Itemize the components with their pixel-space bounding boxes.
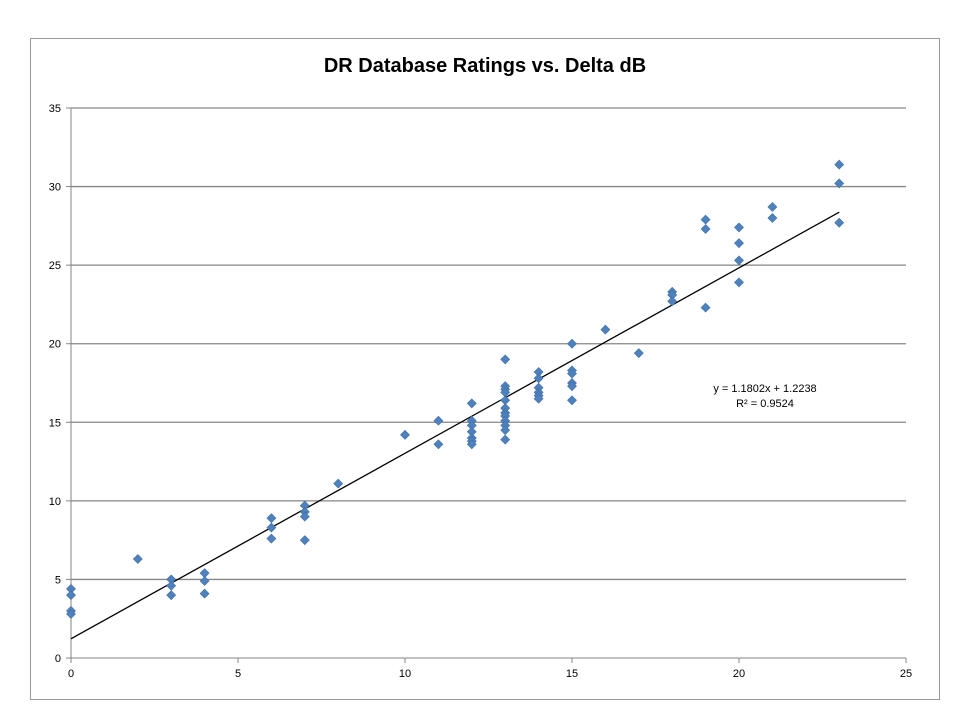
data-point <box>199 588 210 599</box>
data-point <box>767 202 778 212</box>
data-point <box>466 439 477 450</box>
chart-area: DR Database Ratings vs. Delta dB 0 5 10 15 2… <box>30 38 940 700</box>
chart-title: DR Database Ratings vs. Delta dB <box>324 55 646 77</box>
data-point <box>834 159 845 170</box>
data-point <box>700 224 711 234</box>
data-point <box>533 373 544 384</box>
data-point <box>767 213 778 223</box>
data-point <box>567 368 577 379</box>
y-tick-label: 20 <box>49 339 61 351</box>
x-tick-label: 0 <box>68 668 74 680</box>
data-point <box>166 580 177 591</box>
x-tick-label: 20 <box>733 668 745 680</box>
x-tick-label: 15 <box>566 668 578 680</box>
data-point <box>433 415 444 426</box>
data-point <box>299 511 310 522</box>
y-tick-label: 5 <box>55 574 61 586</box>
data-point <box>466 398 477 409</box>
data-point <box>700 214 711 225</box>
data-point <box>500 434 511 445</box>
trendline <box>70 211 840 640</box>
tick-labels: 0 5 10 15 20 25 30 35 0 5 10 15 20 25 <box>49 103 912 680</box>
y-tick-label: 30 <box>49 182 61 194</box>
data-point <box>633 348 644 359</box>
data-point <box>734 222 744 233</box>
scatter-chart: DR Database Ratings vs. Delta dB 0 5 10 15 2… <box>49 55 912 680</box>
data-point <box>567 381 577 392</box>
data-point <box>266 533 277 544</box>
axes <box>66 107 907 663</box>
data-point <box>533 393 544 404</box>
data-point <box>600 324 611 335</box>
data-point <box>400 429 410 440</box>
data-point <box>199 576 210 586</box>
data-point <box>667 296 678 307</box>
data-point <box>500 354 511 365</box>
data-point <box>266 513 277 524</box>
data-point <box>266 522 277 533</box>
data-point <box>66 590 76 601</box>
gridlines <box>71 107 906 581</box>
y-tick-label: 0 <box>55 653 61 665</box>
data-point <box>567 395 577 406</box>
x-tick-label: 10 <box>399 668 411 680</box>
data-point <box>299 535 310 546</box>
y-tick-label: 15 <box>49 417 61 429</box>
data-points <box>66 159 845 619</box>
y-tick-label: 10 <box>49 496 61 508</box>
data-point <box>834 178 845 189</box>
data-point <box>734 238 744 249</box>
data-point <box>734 255 744 266</box>
data-point <box>834 217 845 228</box>
trendline-group <box>70 211 840 640</box>
data-point <box>66 609 76 619</box>
data-point <box>500 425 511 436</box>
x-tick-label: 5 <box>235 668 241 680</box>
data-point <box>567 338 577 349</box>
x-tick-label: 25 <box>900 668 912 680</box>
data-point <box>734 277 744 288</box>
data-point <box>700 302 711 313</box>
data-point <box>433 439 444 450</box>
trendline-equation: y = 1.1802x + 1.2238 <box>713 383 816 395</box>
data-point <box>132 554 143 564</box>
y-tick-label: 25 <box>49 260 61 272</box>
y-tick-label: 35 <box>49 103 61 115</box>
data-point <box>333 478 344 489</box>
trendline-r-squared: R² = 0.9524 <box>736 398 794 410</box>
data-point <box>166 590 177 601</box>
